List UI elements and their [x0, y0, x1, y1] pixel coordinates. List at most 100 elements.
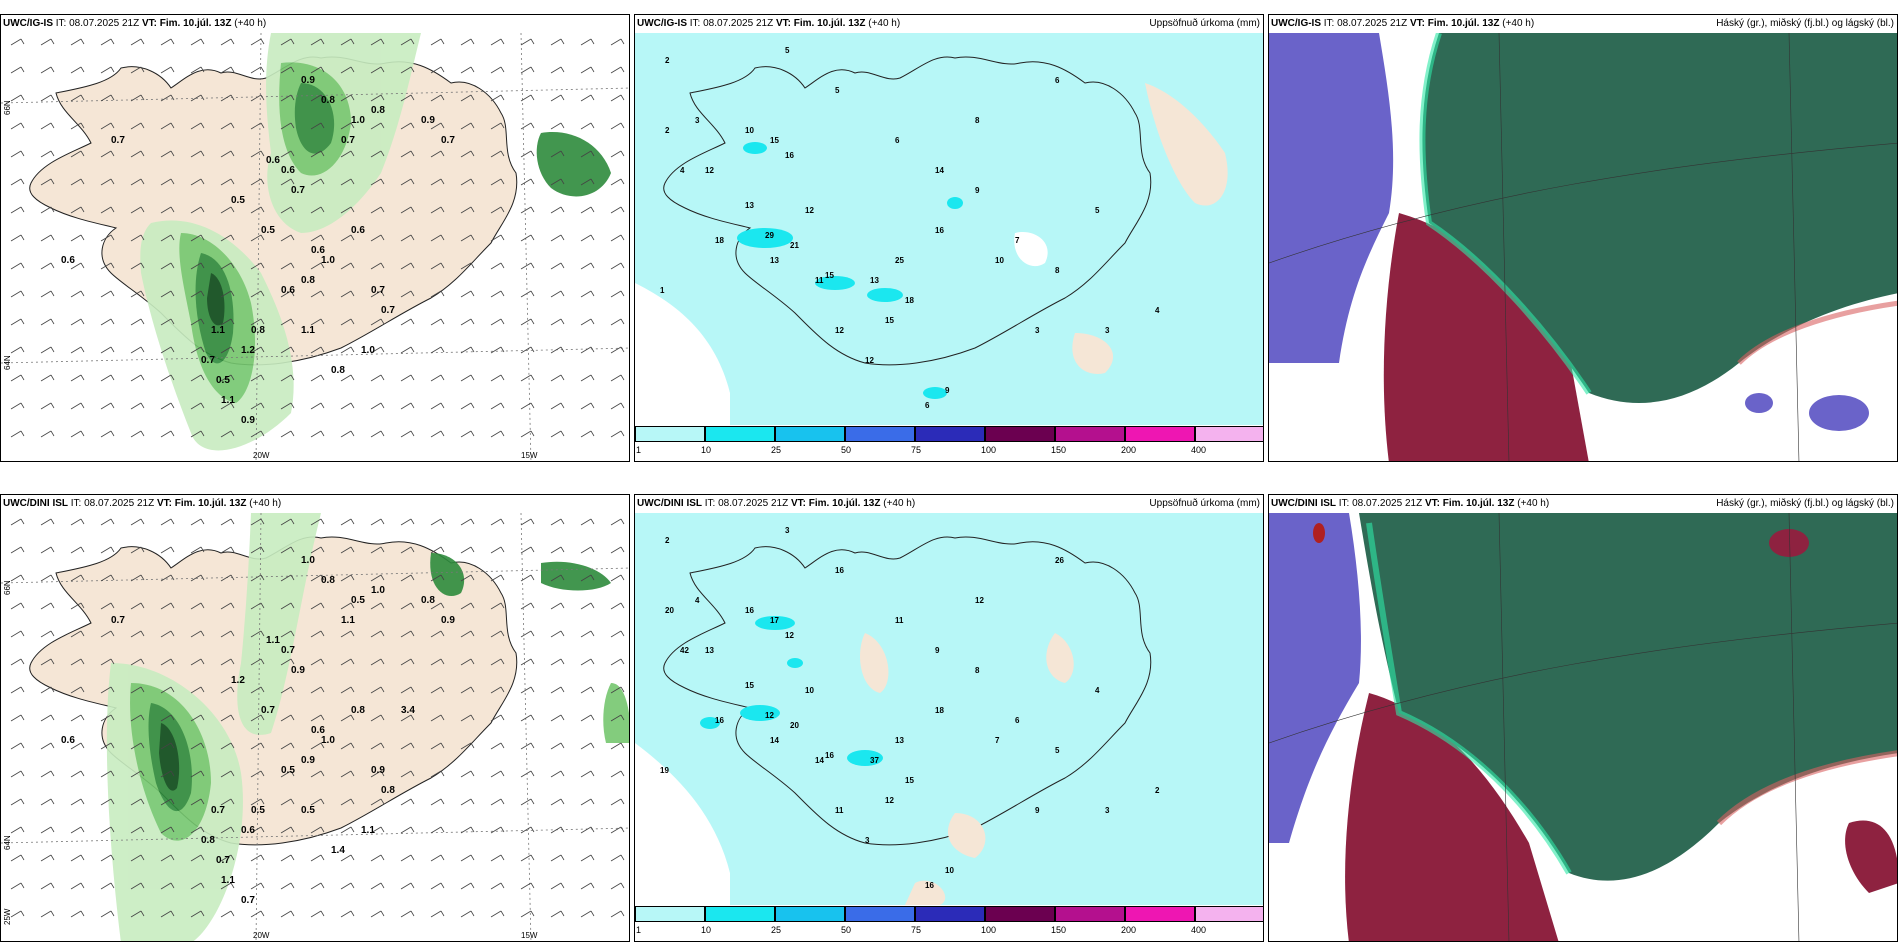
precip-value: 12	[805, 206, 814, 215]
wind-barb	[610, 402, 625, 410]
wind-barb	[340, 882, 355, 890]
panel-header: UWC/IG-IS IT: 08.07.2025 21Z VT: Fim. 10…	[635, 15, 1263, 33]
colorbar-segment	[1195, 906, 1263, 922]
wind-barb	[370, 826, 385, 834]
colorbar-segment	[1125, 426, 1195, 442]
wind-barb	[130, 882, 145, 890]
wind-value: 0.5	[301, 805, 315, 816]
wind-value: 0.6	[351, 225, 365, 236]
wind-barb	[70, 910, 85, 918]
wind-barb	[280, 742, 295, 750]
wind-barb	[70, 602, 85, 610]
wind-barb	[370, 122, 385, 130]
wind-barb	[100, 910, 115, 918]
wind-barb	[280, 94, 295, 102]
green-shading	[106, 513, 629, 941]
wind-barb	[40, 122, 55, 130]
wind-barb	[580, 602, 595, 610]
wind-barb	[280, 346, 295, 354]
wind-value: 0.7	[241, 895, 255, 906]
wind-barb	[40, 658, 55, 666]
wind-barb	[160, 518, 175, 526]
it-label: IT:	[689, 18, 701, 29]
precip-value: 26	[1055, 556, 1064, 565]
wind-barb	[190, 206, 205, 214]
wind-barb	[220, 290, 235, 298]
wind-value: 0.5	[216, 375, 230, 386]
wind-barb	[310, 178, 325, 186]
wind-barb	[490, 910, 505, 918]
wind-barb	[490, 826, 505, 834]
wind-barb	[190, 290, 205, 298]
field-title: Háský (gr.), miðský (fj.bl.) og lágský (…	[1716, 498, 1894, 509]
wind-value: 0.9	[301, 755, 315, 766]
wind-barbs	[10, 518, 625, 918]
wind-barb	[10, 94, 25, 102]
wind-barb	[160, 770, 175, 778]
wind-barb	[280, 122, 295, 130]
wind-barb	[130, 770, 145, 778]
wind-barb	[40, 402, 55, 410]
wind-barb	[70, 234, 85, 242]
wind-barb	[130, 206, 145, 214]
lead-time: (+40 h)	[883, 498, 916, 509]
wind-value: 0.6	[61, 255, 75, 266]
wind-barb	[550, 686, 565, 694]
wind-barb	[160, 262, 175, 270]
wind-barb	[70, 430, 85, 438]
wind-barb	[400, 910, 415, 918]
wind-barb	[490, 658, 505, 666]
wind-barb	[550, 658, 565, 666]
wind-barb	[370, 546, 385, 554]
wind-barb	[40, 290, 55, 298]
precip-value: 12	[975, 596, 984, 605]
wind-barb	[70, 826, 85, 834]
panel-igis-wind: UWC/IG-IS IT: 08.07.2025 21Z VT: Fim. 10…	[0, 14, 630, 462]
wind-barb	[130, 910, 145, 918]
wind-barb	[550, 94, 565, 102]
wind-barb	[100, 574, 115, 582]
wind-barb	[100, 854, 115, 862]
precip-value: 16	[935, 226, 944, 235]
panel-igis-precip: UWC/IG-IS IT: 08.07.2025 21Z VT: Fim. 10…	[634, 14, 1264, 462]
wind-barb	[550, 430, 565, 438]
wind-value: 0.6	[311, 725, 325, 736]
wind-barb	[250, 602, 265, 610]
wind-barb	[130, 178, 145, 186]
wind-barb	[100, 402, 115, 410]
wind-barb	[40, 66, 55, 74]
wind-value: 0.6	[266, 155, 280, 166]
precip-value: 5	[785, 46, 790, 55]
wind-barb	[220, 262, 235, 270]
wind-barb	[400, 402, 415, 410]
wind-barbs	[10, 38, 625, 438]
wind-barb	[580, 630, 595, 638]
precip-value: 12	[785, 631, 794, 640]
wind-barb	[430, 798, 445, 806]
lat-label-25w: 25W	[3, 908, 12, 925]
wind-barb	[490, 346, 505, 354]
wind-barb	[100, 150, 115, 158]
wind-barb	[550, 602, 565, 610]
wind-barb	[220, 854, 235, 862]
vt-label: VT:	[141, 18, 157, 29]
wind-barb	[160, 38, 175, 46]
wind-barb	[370, 38, 385, 46]
wind-barb	[130, 630, 145, 638]
wind-barb	[70, 122, 85, 130]
panel-header: UWC/IG-IS IT: 08.07.2025 21Z VT: Fim. 10…	[1, 15, 629, 33]
wind-barb	[400, 150, 415, 158]
wind-barb	[40, 546, 55, 554]
wind-value: 0.7	[441, 135, 455, 146]
wind-barb	[250, 826, 265, 834]
precip-value: 3	[865, 836, 870, 845]
precip-value-labels: 2535686124101215161313182921121115149107…	[660, 46, 1160, 410]
precip-value: 5	[835, 86, 840, 95]
colorbar-segment	[1055, 906, 1125, 922]
wind-barb	[40, 430, 55, 438]
colorbar-tick: 100	[981, 445, 997, 455]
wind-barb	[460, 714, 475, 722]
wind-barb	[280, 178, 295, 186]
wind-barb	[400, 602, 415, 610]
wind-value: 1.1	[361, 825, 375, 836]
